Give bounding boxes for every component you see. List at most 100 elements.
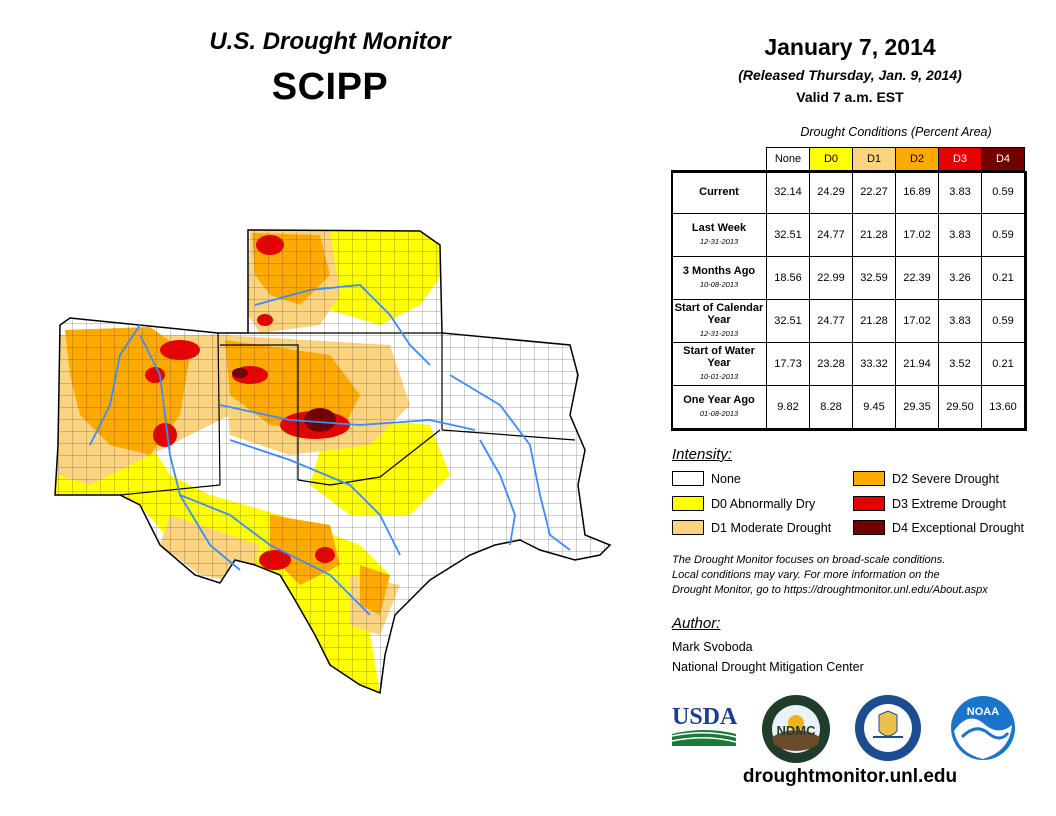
map-title: U.S. Drought Monitor: [209, 28, 451, 55]
table-cell: 18.56: [766, 256, 810, 300]
row-title: One Year Ago: [683, 394, 755, 406]
row-label: Current: [671, 170, 767, 214]
table-cell: 21.94: [895, 342, 939, 386]
table-cell: 33.32: [852, 342, 896, 386]
table-cell: 13.60: [981, 385, 1025, 429]
author-block: Mark Svoboda National Drought Mitigation…: [672, 637, 864, 677]
legend-label: D3 Extreme Drought: [892, 496, 1006, 511]
table-cell: 3.52: [938, 342, 982, 386]
author-org: National Drought Mitigation Center: [672, 660, 864, 674]
row-date: 10-01-2013: [699, 372, 739, 381]
column-header-d2: D2: [895, 147, 939, 171]
table-cell: 3.26: [938, 256, 982, 300]
table-cell: 17.02: [895, 299, 939, 343]
legend-swatch: [853, 471, 885, 486]
column-header-none: None: [766, 147, 810, 171]
legend-item-d2: D2 Severe Drought: [853, 471, 999, 486]
legend-title: Intensity:: [672, 446, 733, 463]
legend-swatch: [853, 496, 885, 511]
table-cell: 3.83: [938, 170, 982, 214]
table-cell: 0.21: [981, 342, 1025, 386]
legend-item-none: None: [672, 471, 741, 486]
table-cell: 21.28: [852, 299, 896, 343]
website-link[interactable]: droughtmonitor.unl.edu: [742, 766, 958, 787]
note-line: Drought Monitor, go to https://droughtmo…: [672, 584, 988, 596]
row-label: 3 Months Ago 10-08-2013: [671, 256, 767, 300]
table-cell: 9.45: [852, 385, 896, 429]
column-header-d4: D4: [981, 147, 1025, 171]
table-cell: 22.39: [895, 256, 939, 300]
table-row: Current 32.14 24.29 22.27 16.89 3.83 0.5…: [671, 170, 1025, 214]
table-row: Start of Water Year 10-01-2013 17.73 23.2…: [671, 342, 1025, 386]
table-cell: 17.02: [895, 213, 939, 257]
table-cell: 0.21: [981, 256, 1025, 300]
column-header-d3: D3: [938, 147, 982, 171]
table-cell: 21.28: [852, 213, 896, 257]
noaa-logo-text: NOAA: [967, 706, 999, 718]
table-cell: 24.77: [809, 299, 853, 343]
table-cell: 3.83: [938, 299, 982, 343]
note-line: Local conditions may vary. For more info…: [672, 569, 940, 581]
column-header-d1: D1: [852, 147, 896, 171]
table-cell: 23.28: [809, 342, 853, 386]
table-row: Start of Calendar Year 12-31-2013 32.51 2…: [671, 299, 1025, 343]
table-cell: 3.83: [938, 213, 982, 257]
table-row: Last Week 12-31-2013 32.51 24.77 21.28 17…: [671, 213, 1025, 257]
drought-conditions-table: None D0 D1 D2 D3 D4 Current 32.14 24.29 …: [671, 147, 1025, 429]
table-row: One Year Ago 01-08-2013 9.82 8.28 9.45 29…: [671, 385, 1025, 429]
legend-label: D0 Abnormally Dry: [711, 496, 816, 511]
row-title: Start of Water Year: [683, 345, 755, 369]
legend-swatch: [672, 471, 704, 486]
table-cell: 0.59: [981, 170, 1025, 214]
row-title: Current: [699, 186, 739, 198]
note-line: The Drought Monitor focuses on broad-sca…: [672, 554, 946, 566]
table-corner: [672, 148, 767, 171]
commerce-seal: [855, 695, 921, 761]
table-cell: 29.35: [895, 385, 939, 429]
legend-swatch: [672, 496, 704, 511]
legend-label: D1 Moderate Drought: [711, 520, 832, 535]
table-cell: 0.59: [981, 299, 1025, 343]
usda-logo: USDA: [671, 704, 738, 746]
usda-logo-text: USDA: [672, 704, 738, 730]
valid-time: Valid 7 a.m. EST: [796, 89, 904, 105]
legend-swatch: [672, 520, 704, 535]
map-date: January 7, 2014: [764, 34, 936, 60]
table-row: 3 Months Ago 10-08-2013 18.56 22.99 32.59…: [671, 256, 1025, 300]
table-cell: 24.77: [809, 213, 853, 257]
table-cell: 24.29: [809, 170, 853, 214]
row-label: Last Week 12-31-2013: [671, 213, 767, 257]
column-header-d0: D0: [809, 147, 853, 171]
row-title: Start of Calendar Year: [674, 302, 764, 326]
author-heading: Author:: [672, 615, 721, 632]
legend-item-d4: D4 Exceptional Drought: [853, 520, 1024, 535]
row-title: 3 Months Ago: [682, 265, 756, 277]
noaa-logo: NOAA: [951, 696, 1015, 760]
row-date: 01-08-2013: [699, 409, 739, 418]
release-date: (Released Thursday, Jan. 9, 2014): [738, 67, 962, 83]
ndmc-logo: NDMC: [762, 695, 830, 763]
table-cell: 32.51: [766, 299, 810, 343]
legend-item-d1: D1 Moderate Drought: [672, 520, 831, 535]
row-date: 12-31-2013: [699, 329, 739, 338]
legend-label: D4 Exceptional Drought: [892, 520, 1025, 535]
table-cell: 9.82: [766, 385, 810, 429]
conditions-title: Drought Conditions (Percent Area): [800, 125, 992, 139]
table-cell: 17.73: [766, 342, 810, 386]
row-title: Last Week: [691, 222, 747, 234]
row-label: Start of Calendar Year 12-31-2013: [671, 299, 767, 343]
legend-label: None: [711, 471, 741, 486]
author-name: Mark Svoboda: [672, 640, 753, 654]
row-label: Start of Water Year 10-01-2013: [671, 342, 767, 386]
legend-item-d0: D0 Abnormally Dry: [672, 496, 815, 511]
legend-item-d3: D3 Extreme Drought: [853, 496, 1006, 511]
table-cell: 8.28: [809, 385, 853, 429]
row-date: 10-08-2013: [699, 280, 739, 289]
disclaimer-note: The Drought Monitor focuses on broad-sca…: [672, 553, 1042, 598]
table-cell: 29.50: [938, 385, 982, 429]
table-cell: 32.14: [766, 170, 810, 214]
table-cell: 16.89: [895, 170, 939, 214]
table-cell: 22.99: [809, 256, 853, 300]
table-cell: 32.59: [852, 256, 896, 300]
legend-swatch: [853, 520, 885, 535]
